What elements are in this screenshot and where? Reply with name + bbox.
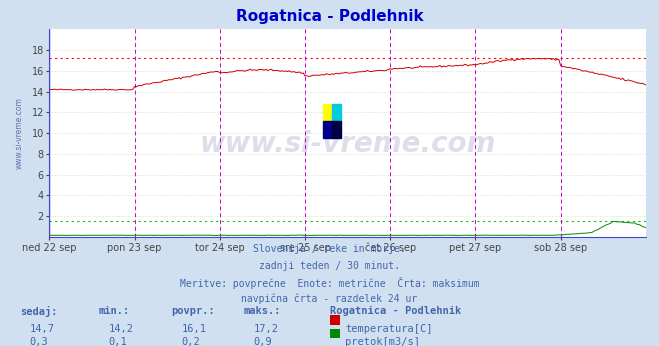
Text: www.si-vreme.com: www.si-vreme.com [15, 97, 24, 169]
Text: Slovenija / reke in morje.: Slovenija / reke in morje. [253, 244, 406, 254]
Text: 0,3: 0,3 [30, 337, 48, 346]
Text: 14,2: 14,2 [109, 324, 134, 334]
Text: #000066: #000066 [348, 136, 354, 137]
Text: 0,2: 0,2 [181, 337, 200, 346]
Text: navpična črta - razdelek 24 ur: navpična črta - razdelek 24 ur [241, 294, 418, 304]
Text: sedaj:: sedaj: [20, 306, 57, 317]
Text: Rogatnica - Podlehnik: Rogatnica - Podlehnik [236, 9, 423, 24]
Text: www.si-vreme.com: www.si-vreme.com [200, 130, 496, 157]
Text: 0,1: 0,1 [109, 337, 127, 346]
Text: povpr.:: povpr.: [171, 306, 215, 316]
Text: min.:: min.: [99, 306, 130, 316]
Text: 16,1: 16,1 [181, 324, 206, 334]
Text: 17,2: 17,2 [254, 324, 279, 334]
Text: Meritve: povprečne  Enote: metrične  Črta: maksimum: Meritve: povprečne Enote: metrične Črta:… [180, 277, 479, 289]
Text: pretok[m3/s]: pretok[m3/s] [345, 337, 420, 346]
Text: maks.:: maks.: [244, 306, 281, 316]
Text: zadnji teden / 30 minut.: zadnji teden / 30 minut. [259, 261, 400, 271]
Text: 14,7: 14,7 [30, 324, 55, 334]
Text: Rogatnica - Podlehnik: Rogatnica - Podlehnik [330, 306, 461, 316]
Text: temperatura[C]: temperatura[C] [345, 324, 433, 334]
Text: 0,9: 0,9 [254, 337, 272, 346]
